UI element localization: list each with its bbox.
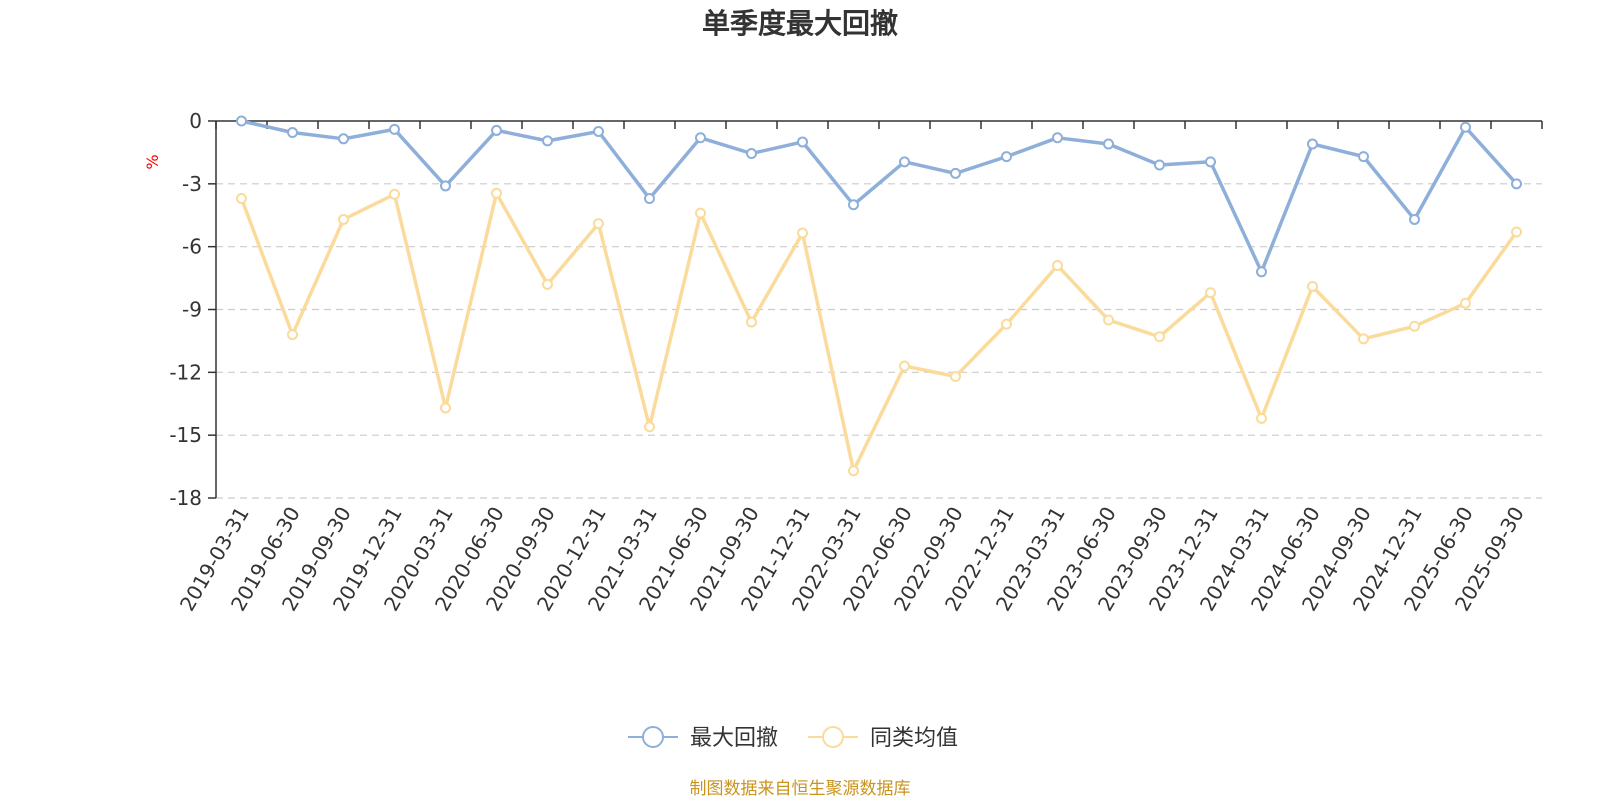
data-point[interactable] bbox=[1154, 331, 1165, 343]
data-point[interactable] bbox=[287, 329, 298, 341]
data-point[interactable] bbox=[950, 167, 961, 179]
legend-marker-icon bbox=[642, 726, 664, 748]
data-point[interactable] bbox=[746, 147, 757, 159]
data-point[interactable] bbox=[1256, 266, 1267, 278]
data-point[interactable] bbox=[440, 402, 451, 414]
data-point[interactable] bbox=[1307, 280, 1318, 292]
data-point[interactable] bbox=[491, 187, 502, 199]
series-2 bbox=[236, 187, 1522, 477]
data-point[interactable] bbox=[1358, 151, 1369, 163]
legend-marker-icon bbox=[822, 726, 844, 748]
data-point[interactable] bbox=[1154, 159, 1165, 171]
data-point[interactable] bbox=[1205, 287, 1216, 299]
data-point[interactable] bbox=[1511, 178, 1522, 190]
series-layer bbox=[236, 115, 1522, 477]
y-axis-unit: % bbox=[143, 154, 162, 169]
data-point[interactable] bbox=[1103, 314, 1114, 326]
data-point[interactable] bbox=[1103, 138, 1114, 150]
data-point[interactable] bbox=[440, 180, 451, 192]
legend-item-2[interactable]: 同类均值 bbox=[808, 726, 958, 751]
data-point[interactable] bbox=[593, 125, 604, 137]
data-point[interactable] bbox=[1307, 138, 1318, 150]
data-source-note: 制图数据来自恒生聚源数据库 bbox=[690, 779, 911, 799]
data-point[interactable] bbox=[1409, 320, 1420, 332]
data-point[interactable] bbox=[797, 136, 808, 148]
y-tick-label: -3 bbox=[182, 172, 202, 196]
data-point[interactable] bbox=[644, 421, 655, 433]
data-point[interactable] bbox=[695, 207, 706, 219]
series-1 bbox=[236, 115, 1522, 278]
data-point[interactable] bbox=[338, 133, 349, 145]
y-tick-label: -6 bbox=[182, 235, 202, 259]
data-point[interactable] bbox=[236, 192, 247, 204]
data-point[interactable] bbox=[389, 188, 400, 200]
data-point[interactable] bbox=[1001, 318, 1012, 330]
data-point[interactable] bbox=[950, 371, 961, 383]
data-point[interactable] bbox=[1409, 213, 1420, 225]
y-tick-label: -12 bbox=[169, 360, 202, 384]
data-point[interactable] bbox=[287, 127, 298, 139]
grid-lines bbox=[216, 183, 1542, 499]
y-tick-label: -15 bbox=[169, 423, 202, 447]
data-point[interactable] bbox=[1205, 156, 1216, 168]
data-point[interactable] bbox=[1256, 412, 1267, 424]
chart-title: 单季度最大回撤 bbox=[702, 7, 898, 40]
legend-item-1[interactable]: 最大回撤 bbox=[628, 726, 778, 751]
data-point[interactable] bbox=[1511, 226, 1522, 238]
series-line bbox=[239, 119, 1519, 274]
y-tick-label: -9 bbox=[182, 298, 202, 322]
data-point[interactable] bbox=[1052, 260, 1063, 272]
data-point[interactable] bbox=[746, 316, 757, 328]
data-point[interactable] bbox=[542, 135, 553, 147]
data-point[interactable] bbox=[1001, 151, 1012, 163]
y-axis: 0 -3 -6 -9 -12 -15 -18 bbox=[169, 109, 217, 510]
legend-label: 同类均值 bbox=[870, 726, 958, 751]
data-point[interactable] bbox=[797, 227, 808, 239]
data-point[interactable] bbox=[491, 124, 502, 136]
data-point[interactable] bbox=[899, 360, 910, 372]
y-tick-label: 0 bbox=[189, 109, 202, 133]
data-point[interactable] bbox=[542, 278, 553, 290]
series-line bbox=[239, 191, 1519, 473]
x-axis: 2019-03-312019-06-302019-09-302019-12-31… bbox=[175, 120, 1543, 615]
data-point[interactable] bbox=[338, 213, 349, 225]
data-point[interactable] bbox=[1460, 121, 1471, 133]
legend[interactable]: 最大回撤 同类均值 bbox=[628, 726, 958, 751]
data-point[interactable] bbox=[848, 465, 859, 477]
data-point[interactable] bbox=[1358, 333, 1369, 345]
y-tick-label: -18 bbox=[169, 486, 202, 510]
data-point[interactable] bbox=[899, 156, 910, 168]
data-point[interactable] bbox=[1052, 132, 1063, 144]
data-point[interactable] bbox=[695, 132, 706, 144]
data-point[interactable] bbox=[593, 218, 604, 230]
legend-label: 最大回撤 bbox=[690, 726, 778, 751]
data-point[interactable] bbox=[848, 199, 859, 211]
data-point[interactable] bbox=[389, 123, 400, 135]
data-point[interactable] bbox=[644, 192, 655, 204]
data-point[interactable] bbox=[1460, 297, 1471, 309]
data-point[interactable] bbox=[236, 115, 247, 127]
